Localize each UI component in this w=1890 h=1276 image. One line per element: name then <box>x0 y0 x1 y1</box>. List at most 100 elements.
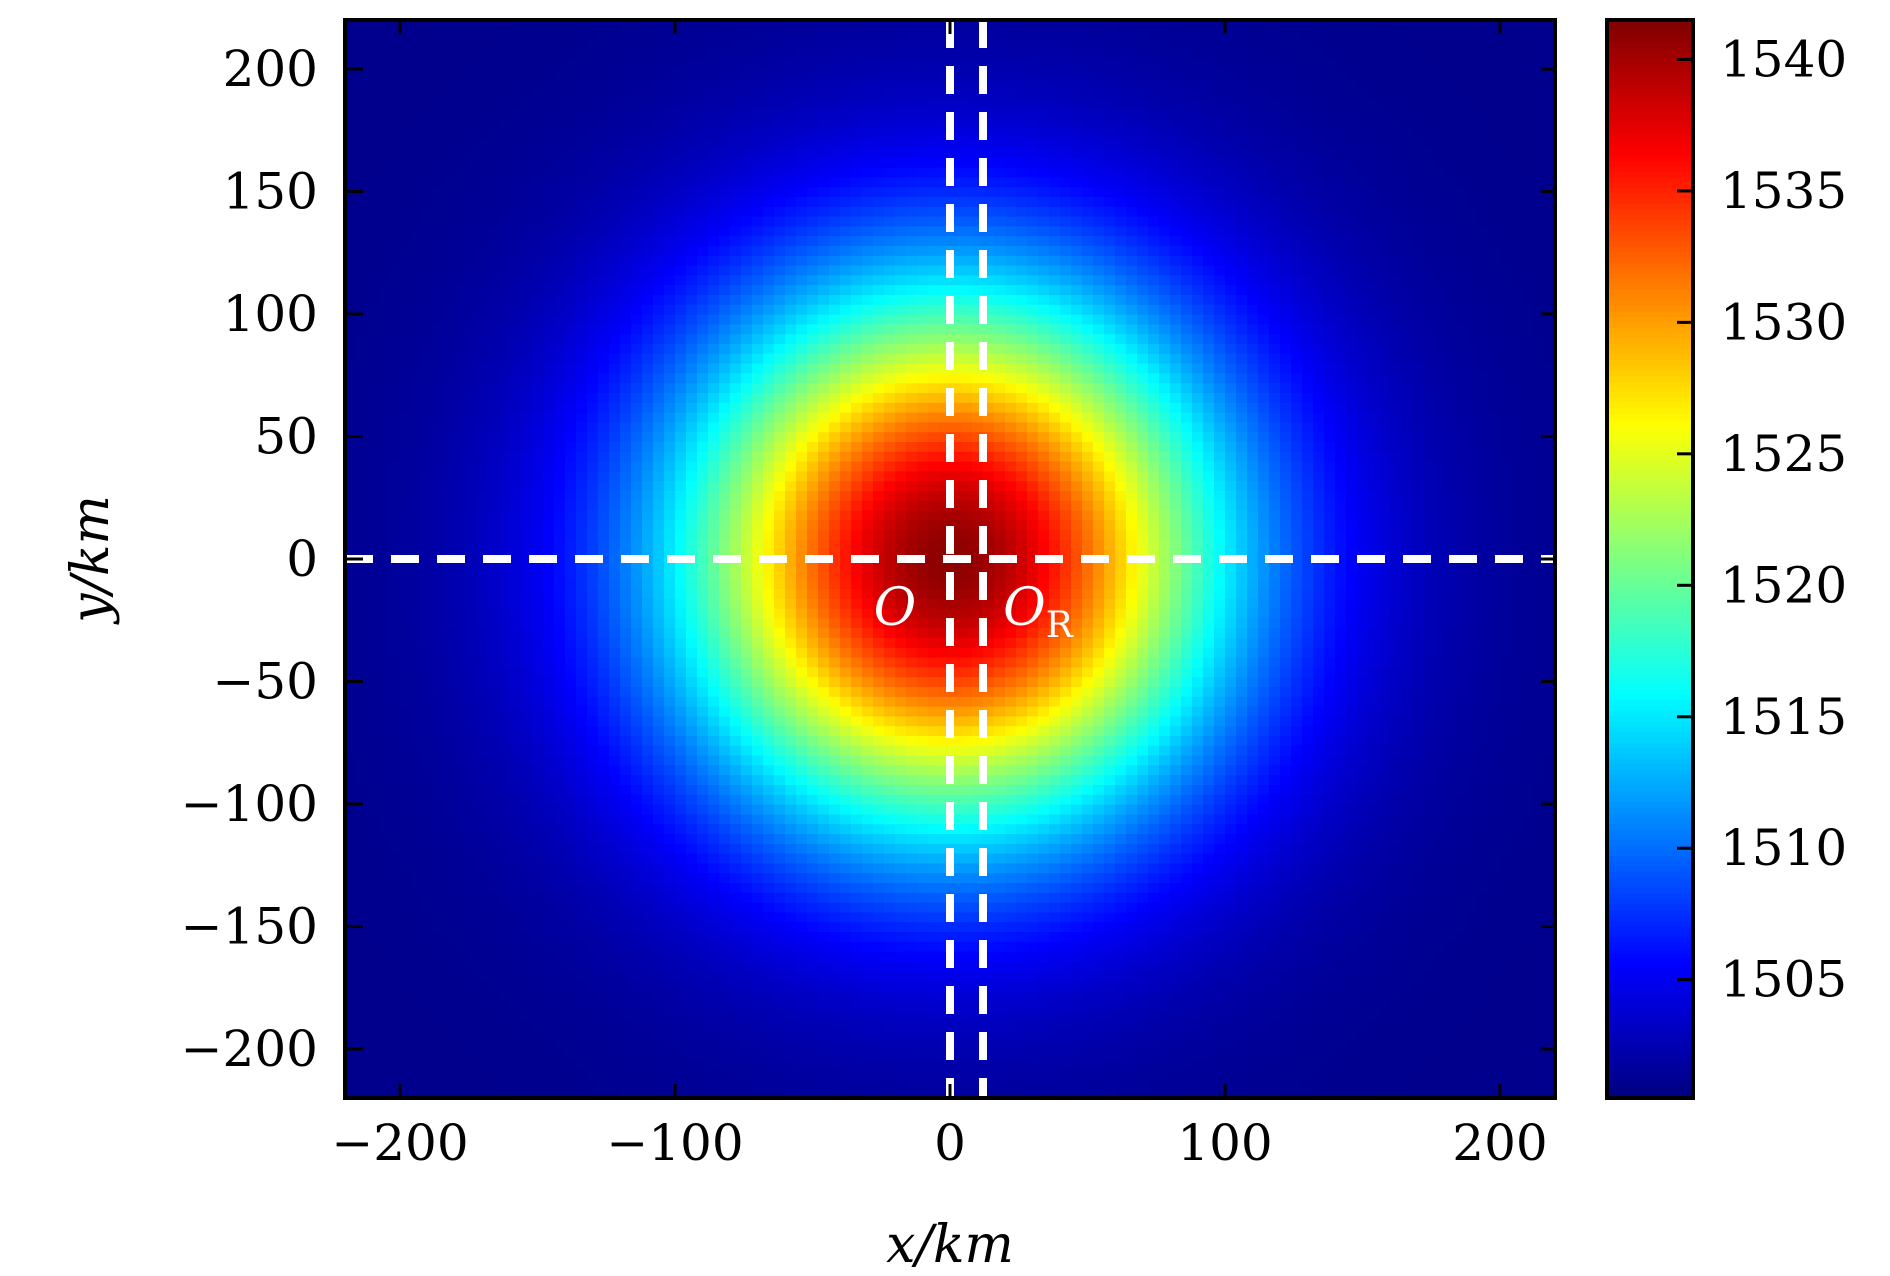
heatmap-cell <box>631 285 643 295</box>
heatmap-cell <box>477 716 489 726</box>
heatmap-cell <box>730 539 742 549</box>
heatmap-cell <box>499 667 511 677</box>
heatmap-cell <box>455 637 467 647</box>
heatmap-cell <box>763 432 775 442</box>
heatmap-cell <box>378 863 390 873</box>
heatmap-cell <box>400 402 412 412</box>
heatmap-cell <box>719 196 731 206</box>
heatmap-cell <box>444 804 456 814</box>
heatmap-cell <box>510 951 522 961</box>
heatmap-cell <box>719 637 731 647</box>
heatmap-cell <box>774 579 786 589</box>
heatmap-cell <box>576 941 588 951</box>
heatmap-cell <box>763 598 775 608</box>
heatmap-cell <box>488 1010 500 1020</box>
heatmap-cell <box>587 510 599 520</box>
heatmap-cell <box>697 735 709 745</box>
heatmap-cell <box>554 177 566 187</box>
heatmap-cell <box>620 177 632 187</box>
heatmap-cell <box>543 402 555 412</box>
heatmap-cell <box>631 471 643 481</box>
heatmap-cell <box>620 804 632 814</box>
heatmap-cell <box>554 1059 566 1069</box>
heatmap-cell <box>587 833 599 843</box>
heatmap-cell <box>631 745 643 755</box>
heatmap-cell <box>752 79 764 89</box>
heatmap-cell <box>620 334 632 344</box>
heatmap-cell <box>829 236 841 246</box>
heatmap-cell <box>631 167 643 177</box>
heatmap-cell <box>466 196 478 206</box>
heatmap-cell <box>653 196 665 206</box>
heatmap-cell <box>576 637 588 647</box>
heatmap-cell <box>455 245 467 255</box>
heatmap-cell <box>796 294 808 304</box>
heatmap-cell <box>455 89 467 99</box>
heatmap-cell <box>818 853 830 863</box>
heatmap-cell <box>433 657 445 667</box>
heatmap-cell <box>444 579 456 589</box>
heatmap-cell <box>521 912 533 922</box>
heatmap-cell <box>807 716 819 726</box>
heatmap-cell <box>367 784 379 794</box>
heatmap-cell <box>818 784 830 794</box>
heatmap-cell <box>378 304 390 314</box>
heatmap-cell <box>653 559 665 569</box>
heatmap-cell <box>807 441 819 451</box>
heatmap-cell <box>400 265 412 275</box>
heatmap-cell <box>796 735 808 745</box>
heatmap-cell <box>785 784 797 794</box>
heatmap-cell <box>532 373 544 383</box>
heatmap-cell <box>356 971 368 981</box>
heatmap-cell <box>807 902 819 912</box>
heatmap-cell <box>444 1049 456 1059</box>
heatmap-cell <box>741 794 753 804</box>
heatmap-cell <box>455 726 467 736</box>
heatmap-cell <box>433 794 445 804</box>
heatmap-cell <box>631 343 643 353</box>
heatmap-cell <box>554 677 566 687</box>
heatmap-cell <box>675 971 687 981</box>
heatmap-cell <box>499 628 511 638</box>
heatmap-cell <box>411 98 423 108</box>
heatmap-cell <box>466 873 478 883</box>
heatmap-cell <box>510 265 522 275</box>
heatmap-cell <box>576 735 588 745</box>
heatmap-cell <box>367 686 379 696</box>
heatmap-cell <box>565 294 577 304</box>
heatmap-cell <box>411 892 423 902</box>
heatmap-cell <box>752 569 764 579</box>
heatmap-cell <box>455 79 467 89</box>
heatmap-cell <box>675 500 687 510</box>
heatmap-cell <box>785 588 797 598</box>
heatmap-cell <box>620 245 632 255</box>
heatmap-cell <box>686 216 698 226</box>
heatmap-cell <box>499 794 511 804</box>
heatmap-cell <box>741 814 753 824</box>
heatmap-cell <box>785 912 797 922</box>
heatmap-cell <box>367 157 379 167</box>
heatmap-cell <box>664 206 676 216</box>
heatmap-cell <box>466 216 478 226</box>
heatmap-cell <box>631 1069 643 1079</box>
heatmap-cell <box>576 520 588 530</box>
heatmap-cell <box>840 931 852 941</box>
heatmap-cell <box>422 922 434 932</box>
heatmap-cell <box>554 383 566 393</box>
heatmap-cell <box>708 138 720 148</box>
heatmap-cell <box>400 824 412 834</box>
heatmap-cell <box>807 490 819 500</box>
heatmap-cell <box>763 334 775 344</box>
heatmap-cell <box>510 559 522 569</box>
heatmap-cell <box>433 343 445 353</box>
heatmap-cell <box>697 157 709 167</box>
heatmap-cell <box>466 1029 478 1039</box>
heatmap-cell <box>631 1049 643 1059</box>
heatmap-cell <box>730 990 742 1000</box>
heatmap-cell <box>653 530 665 540</box>
heatmap-cell <box>620 618 632 628</box>
heatmap-cell <box>400 784 412 794</box>
heatmap-cell <box>774 1010 786 1020</box>
heatmap-cell <box>532 735 544 745</box>
heatmap-cell <box>411 294 423 304</box>
